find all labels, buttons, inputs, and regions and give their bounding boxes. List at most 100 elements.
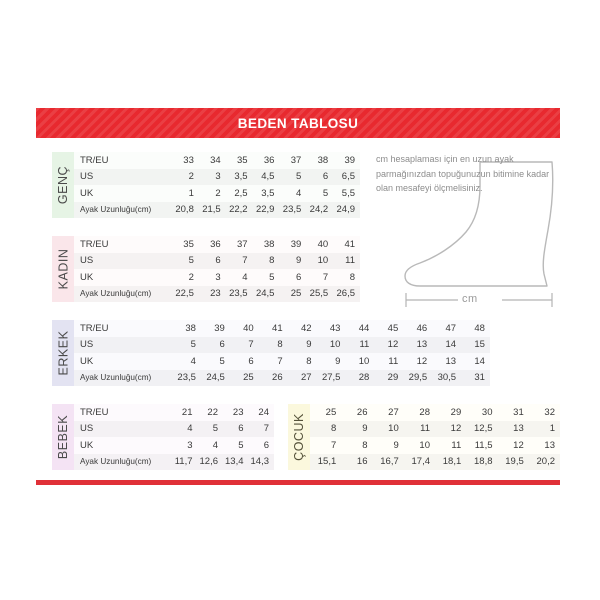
category-label-kadin: KADIN [52, 236, 74, 302]
table-cell: 33 [183, 154, 194, 166]
row-label-uk: UK [80, 439, 94, 451]
table-row: 8 9 10 11 12 12,5 13 1 [310, 421, 560, 438]
table-cell: 22 [207, 406, 218, 418]
cells-kadin-tr-eu: 35 36 37 38 39 40 41 [172, 239, 360, 250]
table-cell: 28 [358, 372, 370, 384]
table-cell: 17,4 [411, 456, 431, 468]
table-row: TR/EU 33 34 35 36 37 38 39 [74, 152, 360, 169]
cells-bebek-us: 4 5 6 7 [172, 423, 274, 434]
row-label-length: Ayak Uzunluğu(cm) [80, 457, 152, 467]
size-chart-card: BEDEN TABLOSU GENÇ TR/EU 33 34 35 36 37 38 39 … [30, 108, 566, 488]
table-cell: 4 [212, 439, 218, 451]
table-cell: 8 [362, 439, 368, 451]
table-cell: 9 [335, 355, 341, 367]
cells-genc-us: 2 3 3,5 4,5 5 6 6,5 [172, 171, 360, 182]
row-label-us: US [80, 423, 94, 435]
table-cell: 34 [210, 154, 221, 166]
table-cell: 10 [419, 439, 430, 451]
table-cell: 6 [296, 271, 302, 283]
table-cell: 5,5 [341, 187, 356, 199]
table-cell: 12,5 [474, 423, 493, 435]
row-label-uk: UK [80, 271, 94, 283]
cells-erkek-us: 5 6 7 8 9 10 11 12 13 14 15 [172, 339, 490, 350]
table-cell: 31 [474, 372, 485, 384]
cells-bebek-tr-eu: 21 22 23 24 [172, 407, 274, 418]
table-cell: 5 [190, 339, 196, 351]
table-cell: 15 [474, 339, 485, 351]
table-cell: 28 [419, 406, 430, 418]
table-cell: 16 [356, 456, 368, 468]
table-cell: 12 [387, 339, 399, 351]
table-cell: 22,5 [175, 288, 194, 300]
row-label-length: Ayak Uzunluğu(cm) [80, 289, 152, 299]
table-cell: 13,4 [225, 456, 244, 468]
cells-cocuk-uk: 7 8 9 10 11 11,5 12 13 [310, 440, 560, 451]
table-cell: 23,5 [177, 372, 196, 384]
cells-genc-tr-eu: 33 34 35 36 37 38 39 [172, 155, 360, 166]
table-cell: 26 [272, 372, 283, 384]
table-row: TR/EU 35 36 37 38 39 40 41 [74, 236, 360, 253]
size-table-genc: GENÇ TR/EU 33 34 35 36 37 38 39 US 2 3 3,5 4,5 5 6 6… [52, 152, 360, 218]
table-cell: 1 [549, 423, 555, 435]
table-cell: 7 [330, 439, 337, 451]
table-cell: 14 [445, 339, 457, 351]
table-cell: 6 [263, 439, 269, 451]
table-cell: 22,2 [229, 204, 248, 216]
table-cell: 8 [349, 271, 356, 283]
table-cell: 31 [513, 406, 524, 418]
table-cell: 6 [322, 171, 329, 183]
table-cell: 18,8 [474, 456, 493, 468]
row-label-tr-eu: TR/EU [80, 238, 109, 250]
table-cell: 5 [322, 187, 329, 199]
table-cell: 5 [188, 255, 194, 267]
table-cell: 10 [329, 339, 341, 351]
cells-genc-uk: 1 2 2,5 3,5 4 5 5,5 [172, 188, 360, 199]
table-cell: 9 [362, 423, 368, 435]
table-cell: 7 [242, 255, 248, 267]
table-cell: 35 [183, 238, 194, 250]
table-cell: 45 [387, 322, 399, 334]
table-cell: 24,9 [336, 204, 356, 216]
cells-kadin-length: 22,5 23 23,5 24,5 25 25,5 26,5 [172, 288, 360, 299]
table-cell: 47 [445, 322, 457, 334]
table-cell: 22,9 [255, 204, 275, 216]
table-row: US 5 6 7 8 9 10 11 12 13 14 15 [74, 337, 490, 354]
row-label-uk: UK [80, 355, 94, 367]
table-cell: 2 [188, 171, 194, 183]
table-cell: 29 [450, 406, 462, 418]
row-label-tr-eu: TR/EU [80, 406, 109, 418]
table-cell: 4 [242, 271, 248, 283]
cells-bebek-uk: 3 4 5 6 [172, 440, 274, 451]
table-cell: 7 [322, 271, 329, 283]
table-cell: 18,1 [442, 456, 462, 468]
table-cell: 37 [237, 238, 248, 250]
table-grid-genc: TR/EU 33 34 35 36 37 38 39 US 2 3 3,5 4,5 5 6 6,5 UK… [74, 152, 360, 218]
table-cell: 23,5 [282, 204, 302, 216]
table-cell: 11 [359, 339, 370, 351]
bottom-red-bar [36, 480, 560, 485]
table-cell: 10 [388, 423, 399, 435]
table-cell: 23 [232, 406, 244, 418]
row-label-length: Ayak Uzunluğu(cm) [80, 373, 152, 383]
table-cell: 5 [219, 355, 225, 367]
cells-genc-length: 20,8 21,5 22,2 22,9 23,5 24,2 24,9 [172, 204, 360, 215]
table-cell: 42 [300, 322, 312, 334]
table-row: UK 3 4 5 6 [74, 437, 274, 454]
table-cell: 41 [344, 238, 356, 250]
size-table-bebek: BEBEK TR/EU 21 22 23 24 US 4 5 6 7 UK 3 4 5 6 Aya… [52, 404, 274, 470]
table-cell: 43 [329, 322, 341, 334]
table-cell: 36 [263, 154, 275, 166]
table-cell: 38 [263, 238, 275, 250]
table-row: Ayak Uzunluğu(cm) 11,7 12,6 13,4 14,3 [74, 454, 274, 471]
table-cell: 24,5 [206, 372, 225, 384]
table-cell: 26 [356, 406, 368, 418]
size-table-cocuk: ÇOCUK 25 26 27 28 29 30 31 32 8 9 10 11 12 12,5 13 1 7… [288, 404, 560, 470]
cells-kadin-uk: 2 3 4 5 6 7 8 [172, 272, 360, 283]
table-row: US 4 5 6 7 [74, 421, 274, 438]
table-cell: 12,6 [199, 456, 219, 468]
row-label-us: US [80, 171, 94, 183]
table-cell: 9 [306, 339, 312, 351]
category-label-bebek-text: BEBEK [56, 414, 70, 460]
cells-bebek-length: 11,7 12,6 13,4 14,3 [172, 456, 274, 467]
